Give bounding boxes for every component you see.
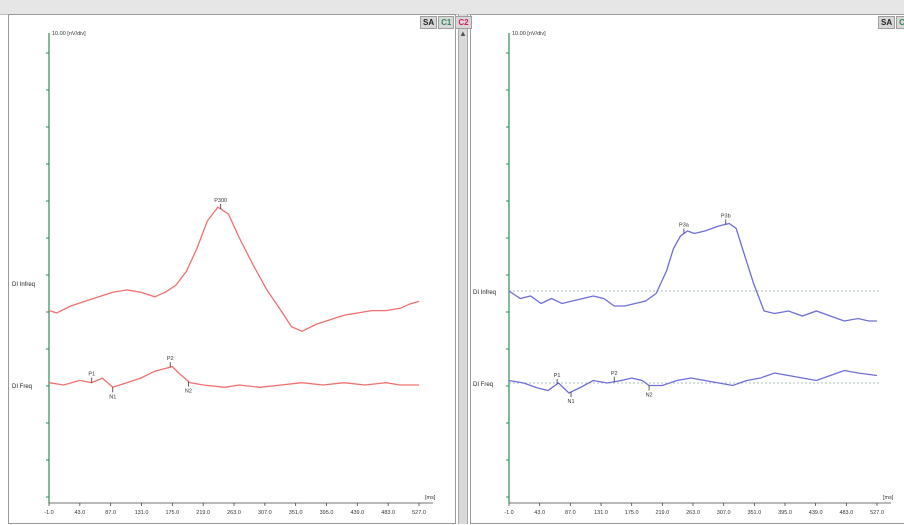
channel-chip-sa[interactable]: SA (878, 16, 896, 29)
x-tick-label: 219.0 (196, 510, 210, 516)
scale-label: 10.00 [nV/div] (512, 31, 546, 37)
peak-label: P3a (679, 223, 690, 229)
trace-infreq (508, 222, 877, 322)
channel-chip-c1[interactable]: C1 (896, 16, 904, 29)
peak-label: P1 (554, 373, 561, 379)
x-tick-label: 263.0 (686, 510, 700, 516)
x-tick-label: 43.0 (534, 510, 545, 516)
x-tick-label: -1.0 (44, 510, 53, 516)
x-tick-label: 87.0 (565, 510, 576, 516)
row-label-infreq: DI Infreq (473, 290, 496, 296)
x-tick-label: 351.0 (289, 510, 303, 516)
x-tick-label: 219.0 (655, 510, 669, 516)
x-tick-label: -1.0 (504, 510, 513, 516)
x-tick-label: 263.0 (227, 510, 241, 516)
x-tick-label: 439.0 (350, 510, 364, 516)
x-tick-label: 307.0 (717, 510, 731, 516)
x-tick-label: 483.0 (839, 510, 853, 516)
x-tick-label: 131.0 (594, 510, 608, 516)
x-tick-label: 175.0 (625, 510, 639, 516)
x-axis-unit: [ms] (425, 495, 436, 501)
x-tick-label: 131.0 (135, 510, 149, 516)
channel-chip-c2[interactable]: C2 (455, 16, 472, 29)
channel-chip-sa[interactable]: SA (420, 16, 438, 29)
waveform-plot-right: 10.00 [nV/div] [ms] -1.0 43.0 87.0 131.0 175.0… (473, 31, 894, 516)
channel-chip-c1[interactable]: C1 (438, 16, 455, 29)
x-tick-label: 87.0 (105, 510, 116, 516)
x-tick-label: 175.0 (165, 510, 179, 516)
trace-freq (48, 365, 419, 389)
peak-label: P2 (167, 356, 174, 362)
peak-label: N2 (185, 388, 192, 394)
x-tick-label: 43.0 (74, 510, 85, 516)
peak-label: N1 (109, 394, 116, 400)
peak-label: P2 (611, 371, 618, 377)
top-toolbar (0, 0, 904, 15)
trace-infreq (48, 206, 420, 333)
pane-splitter[interactable] (458, 14, 468, 524)
row-label-freq: DI Freq (12, 384, 32, 390)
x-tick-label: 307.0 (258, 510, 272, 516)
x-tick-label: 527.0 (412, 510, 426, 516)
x-tick-label: 527.0 (870, 510, 884, 516)
row-label-infreq: DI Infreq (12, 282, 35, 288)
peak-label: P3b (721, 213, 731, 219)
x-tick-label: 395.0 (320, 510, 334, 516)
waveform-pane-right[interactable]: 10.00 [nV/div] [ms] -1.0 43.0 87.0 131.0 175.0… (470, 14, 904, 524)
peak-label: N2 (646, 393, 653, 399)
waveform-plot-left: 10.00 [nV/div] [ms] -1.0 43.0 87.0 131.0 175.0… (12, 31, 436, 516)
trace-freq (508, 369, 878, 394)
waveform-pane-left[interactable]: 10.00 [nV/div] [ms] -1.0 43.0 87.0 131.0 175.0… (8, 14, 456, 524)
row-label-freq: DI Freq (473, 382, 493, 388)
channel-chips-left: SA C1 C2 (420, 16, 472, 29)
peak-label: P1 (88, 372, 95, 378)
peak-label: N1 (568, 399, 575, 405)
peak-label: P300 (214, 198, 227, 204)
x-axis-unit: [ms] (883, 495, 894, 501)
scroll-up-icon[interactable]: ▲ (459, 29, 467, 38)
x-tick-label: 395.0 (778, 510, 792, 516)
scale-label: 10.00 [nV/div] (52, 31, 86, 37)
x-tick-label: 351.0 (747, 510, 761, 516)
x-tick-label: 439.0 (809, 510, 823, 516)
x-tick-label: 483.0 (381, 510, 395, 516)
